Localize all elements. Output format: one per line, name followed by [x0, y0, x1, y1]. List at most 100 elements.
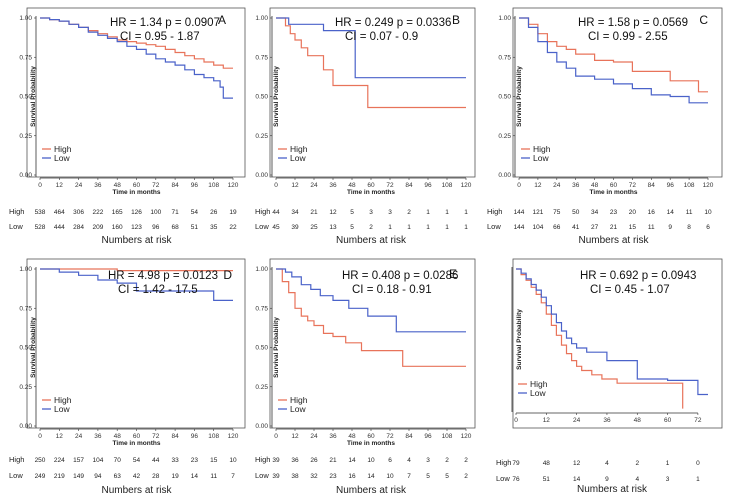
x-tick-label: 48 — [348, 433, 356, 440]
risk-value: 1 — [464, 209, 468, 216]
risk-value: 16 — [348, 473, 356, 480]
risk-value: 10 — [229, 457, 237, 464]
risk-value: 222 — [92, 209, 103, 216]
x-tick-label: 12 — [56, 433, 64, 440]
risk-value: 2 — [445, 457, 449, 464]
x-tick-label: 12 — [543, 417, 551, 424]
x-tick-label: 120 — [703, 182, 714, 189]
risk-table-title: Numbers at risk — [577, 484, 648, 495]
risk-value: 4 — [605, 460, 609, 467]
hr-annotation: HR = 1.58 p = 0.0569 — [578, 17, 688, 29]
risk-value: 5 — [350, 224, 354, 231]
risk-value: 23 — [191, 457, 199, 464]
legend-label-high: High — [530, 379, 548, 389]
ci-annotation: CI = 0.18 - 0.91 — [352, 284, 432, 296]
km-panel-a: 0.00 0.25 0.50 0.75 1.00 0 12 24 36 48 60 72 84 96 108… — [9, 7, 246, 246]
x-tick-label: 12 — [534, 182, 542, 189]
x-tick-label: 12 — [291, 182, 299, 189]
risk-value: 79 — [512, 460, 520, 467]
risk-value: 10 — [704, 209, 712, 216]
y-axis-label: Survival Probability — [30, 317, 37, 378]
risk-value: 100 — [150, 209, 161, 216]
risk-value: 15 — [210, 457, 218, 464]
risk-value: 11 — [686, 209, 693, 216]
risk-value: 19 — [171, 473, 179, 480]
y-tick-label: 0.50 — [498, 94, 511, 101]
series-line-high — [516, 268, 684, 409]
risk-value: 70 — [114, 457, 122, 464]
panel-letter: B — [452, 13, 460, 27]
risk-value: 1 — [407, 224, 411, 231]
x-axis-label: Time in months — [113, 440, 161, 447]
y-tick-label: 0.00 — [255, 423, 268, 430]
x-tick-label: 60 — [610, 182, 618, 189]
risk-value: 157 — [73, 457, 84, 464]
risk-value: 33 — [171, 457, 179, 464]
y-tick-label: 0.50 — [19, 345, 32, 352]
risk-value: 1 — [426, 224, 430, 231]
risk-row-label-high: High — [9, 455, 24, 464]
x-tick-label: 24 — [310, 182, 318, 189]
risk-value: 224 — [54, 457, 65, 464]
risk-value: 0 — [696, 460, 700, 467]
x-tick-label: 12 — [56, 182, 64, 189]
x-tick-label: 60 — [367, 182, 375, 189]
risk-value: 1 — [426, 209, 430, 216]
x-tick-label: 84 — [405, 433, 413, 440]
y-tick-label: 0.75 — [498, 54, 511, 61]
y-tick-label: 0.00 — [19, 172, 32, 179]
risk-value: 5 — [445, 473, 449, 480]
series-line-low — [276, 268, 466, 333]
risk-value: 121 — [532, 209, 543, 216]
risk-value: 32 — [310, 473, 318, 480]
risk-value: 11 — [648, 224, 655, 231]
risk-value: 39 — [291, 224, 299, 231]
risk-value: 75 — [553, 209, 561, 216]
y-tick-label: 1.00 — [498, 15, 511, 22]
legend-label-low: Low — [54, 153, 70, 163]
x-tick-label: 84 — [648, 182, 656, 189]
legend-label-high: High — [54, 144, 72, 154]
legend-label-high: High — [290, 144, 308, 154]
risk-value: 1 — [696, 476, 700, 483]
series-line-low — [519, 17, 708, 104]
risk-value: 21 — [610, 224, 618, 231]
risk-value: 306 — [73, 209, 84, 216]
y-tick-label: 0.25 — [255, 133, 268, 140]
legend-label-high: High — [54, 395, 72, 405]
risk-value: 96 — [152, 224, 160, 231]
x-tick-label: 24 — [310, 433, 318, 440]
hr-annotation: HR = 0.408 p = 0.0286 — [342, 270, 458, 282]
risk-value: 160 — [112, 224, 123, 231]
risk-value: 16 — [648, 209, 656, 216]
x-tick-label: 108 — [684, 182, 695, 189]
x-tick-label: 0 — [274, 433, 278, 440]
hr-annotation: HR = 0.692 p = 0.0943 — [580, 270, 696, 282]
x-tick-label: 96 — [191, 182, 199, 189]
risk-value: 5 — [426, 473, 430, 480]
ci-annotation: CI = 0.45 - 1.07 — [590, 284, 670, 296]
risk-value: 63 — [114, 473, 122, 480]
legend-label-low: Low — [54, 404, 70, 414]
risk-value: 250 — [35, 457, 46, 464]
y-tick-label: 0.75 — [19, 305, 32, 312]
legend-label-high: High — [290, 395, 308, 405]
x-tick-label: 24 — [75, 182, 83, 189]
risk-value: 284 — [73, 224, 84, 231]
panel-frame — [269, 258, 476, 429]
risk-value: 48 — [543, 460, 551, 467]
x-tick-label: 108 — [208, 433, 219, 440]
risk-value: 7 — [231, 473, 235, 480]
y-tick-label: 0.25 — [498, 133, 511, 140]
x-tick-label: 36 — [329, 182, 337, 189]
risk-value: 8 — [687, 224, 691, 231]
risk-table-title: Numbers at risk — [336, 235, 407, 246]
risk-value: 44 — [272, 209, 280, 216]
x-axis-label: Time in months — [590, 189, 638, 196]
risk-row-label-low: Low — [487, 222, 501, 231]
panel-letter: A — [218, 13, 226, 27]
risk-value: 23 — [329, 473, 337, 480]
risk-table-title: Numbers at risk — [336, 485, 407, 496]
risk-value: 1 — [445, 209, 449, 216]
